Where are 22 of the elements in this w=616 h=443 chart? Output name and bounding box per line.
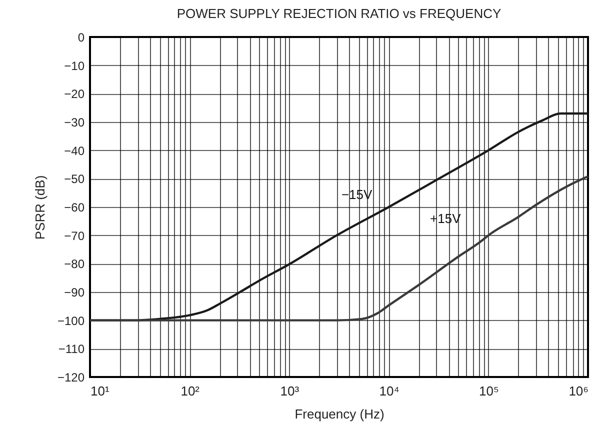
chart-title: POWER SUPPLY REJECTION RATIO vs FREQUENCY [176,6,502,21]
y-tick-label: −30 [64,116,85,130]
x-tick-label: 10² [180,384,200,398]
x-tick-label: 10³ [280,384,300,398]
y-tick-label: −10 [64,58,85,73]
y-tick-label: −100 [57,314,85,328]
y-tick-label: 0 [78,30,85,44]
y-axis-title: PSRR (dB) [32,175,48,240]
y-tick-label: −120 [57,370,85,384]
y-tick-label: −80 [64,257,85,272]
y-tick-label: −40 [64,144,85,158]
y-tick-label: −110 [58,342,85,356]
y-tick-label: −50 [64,172,85,186]
x-axis-title: Frequency (Hz) [294,406,384,422]
y-tick-label: −90 [64,286,85,300]
y-tick-label: −70 [64,228,85,243]
x-tick-label: 10⁵ [478,384,499,398]
y-tick-label: −20 [64,87,85,102]
x-tick-label: 10⁶ [568,384,588,398]
x-tick-label: 10¹ [90,384,110,398]
x-tick-label: 10⁴ [379,384,400,398]
y-tick-label: −60 [64,200,85,214]
